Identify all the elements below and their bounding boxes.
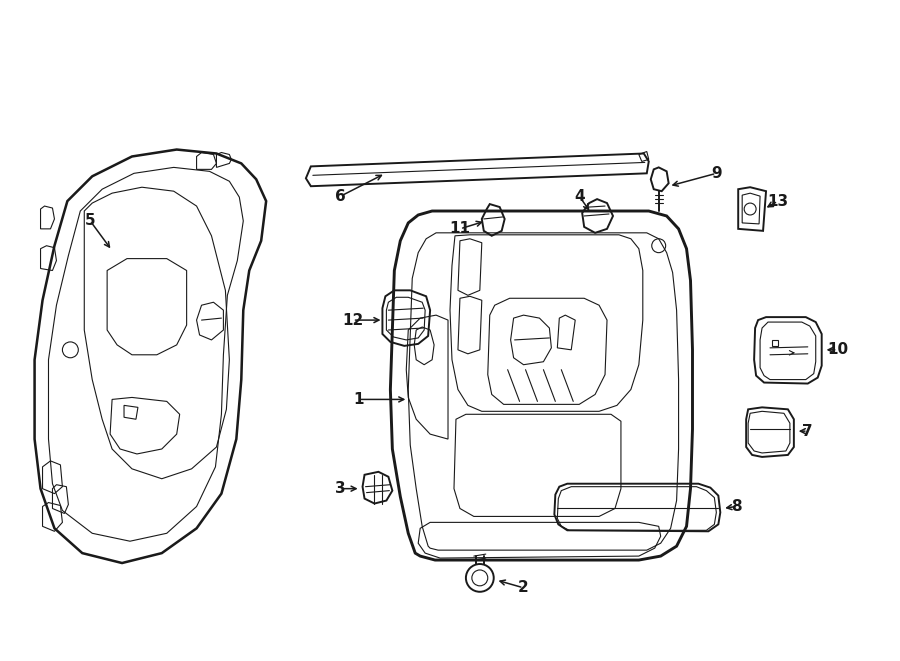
Text: 3: 3 <box>336 481 346 496</box>
Text: 2: 2 <box>518 580 529 596</box>
Text: 4: 4 <box>574 188 584 204</box>
Text: 13: 13 <box>768 194 788 209</box>
Text: 8: 8 <box>731 499 742 514</box>
Text: 9: 9 <box>711 166 722 181</box>
Text: 7: 7 <box>803 424 813 439</box>
Text: 1: 1 <box>354 392 364 407</box>
Text: 11: 11 <box>449 221 471 237</box>
Text: 10: 10 <box>827 342 848 358</box>
Text: 6: 6 <box>336 188 346 204</box>
Text: 5: 5 <box>85 214 95 229</box>
Text: 12: 12 <box>342 313 364 328</box>
